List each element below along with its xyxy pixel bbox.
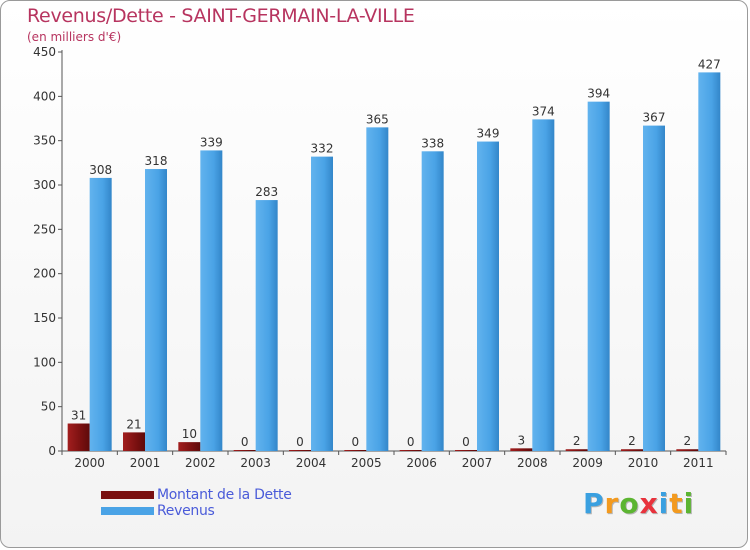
bar-dette xyxy=(510,448,533,451)
bar-dette xyxy=(565,449,588,451)
data-label-revenus: 318 xyxy=(145,154,168,168)
chart-title: Revenus/Dette - SAINT-GERMAIN-LA-VILLE xyxy=(27,5,415,27)
data-label-dette: 3 xyxy=(518,433,526,447)
bar-dette xyxy=(455,450,477,451)
y-tick-label: 100 xyxy=(33,355,56,369)
bar-dette xyxy=(123,432,145,451)
y-tick-label: 200 xyxy=(33,267,56,281)
chart-subtitle: (en milliers d'€) xyxy=(27,30,122,44)
x-tick-label: 2000 xyxy=(74,456,105,470)
bar-revenus xyxy=(145,169,167,452)
bar-revenus xyxy=(200,150,223,452)
legend-swatch-dette xyxy=(101,491,154,499)
proxiti-logo: Proxiti xyxy=(583,487,694,520)
data-label-revenus: 338 xyxy=(421,136,444,150)
y-tick-label: 450 xyxy=(33,45,56,59)
logo-letter: P xyxy=(583,487,605,520)
x-tick-label: 2002 xyxy=(185,456,216,470)
data-label-dette: 0 xyxy=(407,435,415,449)
bar-revenus xyxy=(89,177,112,451)
data-label-dette: 2 xyxy=(628,434,636,448)
bar-revenus xyxy=(532,119,555,452)
data-label-revenus: 365 xyxy=(366,112,389,126)
data-label-dette: 21 xyxy=(126,417,141,431)
x-tick-label: 2006 xyxy=(406,456,437,470)
bar-dette xyxy=(344,450,367,451)
data-label-dette: 2 xyxy=(684,434,692,448)
data-label-dette: 0 xyxy=(462,435,470,449)
bar-revenus xyxy=(643,125,665,452)
legend-item-dette: Montant de la Dette xyxy=(101,487,292,503)
bar-revenus xyxy=(587,101,610,452)
data-label-revenus: 394 xyxy=(587,87,610,101)
data-label-dette: 0 xyxy=(296,435,304,449)
logo-letter: t xyxy=(669,487,684,520)
bar-revenus xyxy=(255,200,278,451)
x-tick-label: 2005 xyxy=(351,456,382,470)
data-label-revenus: 374 xyxy=(532,104,555,118)
logo-letter: i xyxy=(683,487,695,520)
data-label-dette: 2 xyxy=(573,434,581,448)
logo-letter: i xyxy=(658,487,670,520)
x-tick-label: 2011 xyxy=(683,456,714,470)
y-tick-label: 0 xyxy=(48,444,56,458)
x-tick-label: 2010 xyxy=(628,456,659,470)
data-label-revenus: 349 xyxy=(477,127,500,141)
data-label-revenus: 283 xyxy=(255,185,278,199)
y-tick-label: 150 xyxy=(33,311,56,325)
data-label-dette: 10 xyxy=(182,427,197,441)
y-tick-label: 400 xyxy=(33,89,56,103)
y-tick-label: 300 xyxy=(33,178,56,192)
data-label-dette: 31 xyxy=(71,409,86,423)
data-label-dette: 0 xyxy=(241,435,249,449)
data-label-dette: 0 xyxy=(352,435,360,449)
y-tick-label: 250 xyxy=(33,222,56,236)
legend-label-dette: Montant de la Dette xyxy=(157,487,292,503)
bar-dette xyxy=(621,449,643,451)
data-label-revenus: 427 xyxy=(698,57,721,71)
y-tick-label: 350 xyxy=(33,134,56,148)
x-tick-label: 2008 xyxy=(517,456,548,470)
bar-dette xyxy=(676,449,699,451)
bar-revenus xyxy=(311,156,333,452)
logo-letter: r xyxy=(604,487,620,520)
legend-item-revenus: Revenus xyxy=(101,503,292,519)
data-label-revenus: 367 xyxy=(643,111,666,125)
x-tick-label: 2004 xyxy=(296,456,327,470)
logo-letter: o xyxy=(619,487,640,520)
bar-revenus xyxy=(477,141,499,451)
data-label-revenus: 308 xyxy=(89,163,112,177)
bar-dette xyxy=(233,450,256,451)
x-tick-label: 2009 xyxy=(572,456,603,470)
legend-label-revenus: Revenus xyxy=(157,503,215,519)
y-tick-label: 50 xyxy=(41,400,56,414)
x-tick-label: 2003 xyxy=(240,456,271,470)
legend-swatch-revenus xyxy=(101,507,154,515)
data-label-revenus: 339 xyxy=(200,135,223,149)
bar-dette xyxy=(178,442,201,451)
x-tick-label: 2007 xyxy=(462,456,493,470)
legend: Montant de la Dette Revenus xyxy=(101,487,292,519)
logo-letter: x xyxy=(639,487,659,520)
bar-revenus xyxy=(698,72,721,451)
data-label-revenus: 332 xyxy=(311,142,334,156)
bar-dette xyxy=(289,450,311,451)
x-tick-label: 2001 xyxy=(130,456,161,470)
bar-revenus xyxy=(421,151,444,451)
bar-dette xyxy=(67,423,90,451)
bar-dette xyxy=(399,450,422,451)
bar-revenus xyxy=(366,127,389,451)
